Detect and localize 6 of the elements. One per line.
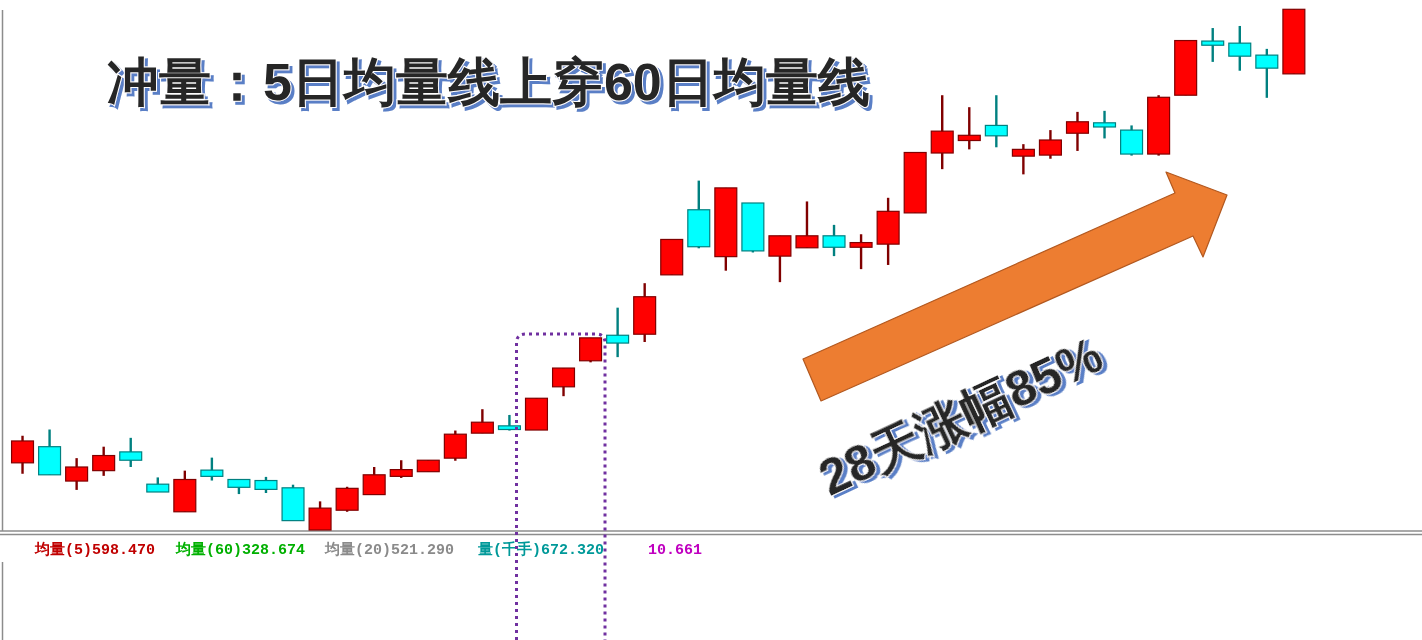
text: 均量(60)328.674	[175, 541, 306, 559]
text: 冲量：5日均量线上穿60日均量线	[107, 53, 870, 111]
annotation: 28天涨幅85%	[810, 326, 1112, 507]
text: 10.661	[648, 542, 703, 559]
text: 均量(20)521.290	[324, 541, 455, 559]
text: 均量(5)598.470	[34, 541, 156, 559]
